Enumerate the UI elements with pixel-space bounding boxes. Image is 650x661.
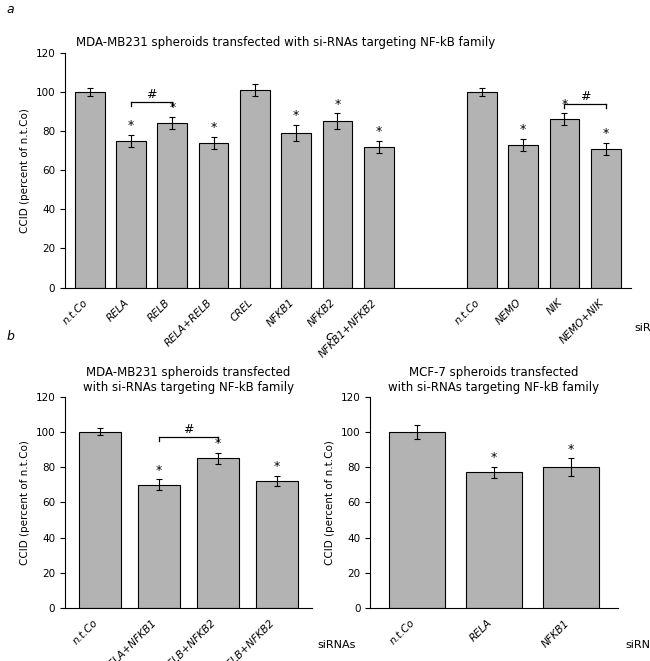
- Text: *: *: [214, 438, 221, 450]
- Bar: [364, 147, 393, 288]
- Text: *: *: [520, 123, 526, 136]
- Bar: [197, 458, 239, 608]
- Text: c: c: [325, 330, 332, 344]
- Bar: [591, 149, 621, 288]
- Bar: [199, 143, 228, 288]
- Text: siRNAs: siRNAs: [625, 640, 650, 650]
- Text: *: *: [274, 460, 280, 473]
- Text: *: *: [334, 98, 341, 110]
- Text: *: *: [376, 125, 382, 138]
- Text: #: #: [183, 423, 194, 436]
- Text: siRNAs: siRNAs: [634, 323, 650, 332]
- Text: *: *: [169, 102, 176, 114]
- Text: *: *: [491, 451, 497, 465]
- Bar: [255, 481, 298, 608]
- Text: b: b: [6, 330, 14, 344]
- Bar: [550, 120, 579, 288]
- Text: *: *: [568, 443, 575, 455]
- Bar: [138, 485, 180, 608]
- Text: #: #: [580, 90, 590, 102]
- Text: *: *: [156, 464, 162, 477]
- Y-axis label: CCID (percent of n.t.Co): CCID (percent of n.t.Co): [20, 440, 30, 564]
- Title: MDA-MB231 spheroids transfected
with si-RNAs targeting NF-kB family: MDA-MB231 spheroids transfected with si-…: [83, 366, 294, 394]
- Text: #: #: [146, 88, 157, 100]
- Title: MCF-7 spheroids transfected
with si-RNAs targeting NF-kB family: MCF-7 spheroids transfected with si-RNAs…: [389, 366, 599, 394]
- Bar: [466, 473, 522, 608]
- Bar: [322, 122, 352, 288]
- Bar: [508, 145, 538, 288]
- Text: MDA-MB231 spheroids transfected with si-RNAs targeting NF-kB family: MDA-MB231 spheroids transfected with si-…: [76, 36, 495, 49]
- Bar: [240, 90, 270, 288]
- Bar: [79, 432, 122, 608]
- Bar: [467, 92, 497, 288]
- Bar: [75, 92, 105, 288]
- Text: *: *: [562, 98, 567, 110]
- Text: *: *: [211, 121, 216, 134]
- Text: *: *: [603, 127, 609, 140]
- Bar: [157, 123, 187, 288]
- Text: *: *: [293, 109, 299, 122]
- Text: *: *: [128, 119, 134, 132]
- Bar: [389, 432, 445, 608]
- Bar: [543, 467, 599, 608]
- Y-axis label: CCID (percent of n.t.Co): CCID (percent of n.t.Co): [20, 108, 30, 233]
- Bar: [281, 133, 311, 288]
- Y-axis label: CCID (percent of n.t.Co): CCID (percent of n.t.Co): [326, 440, 335, 564]
- Text: a: a: [6, 3, 14, 17]
- Text: siRNAs: siRNAs: [318, 640, 356, 650]
- Bar: [116, 141, 146, 288]
